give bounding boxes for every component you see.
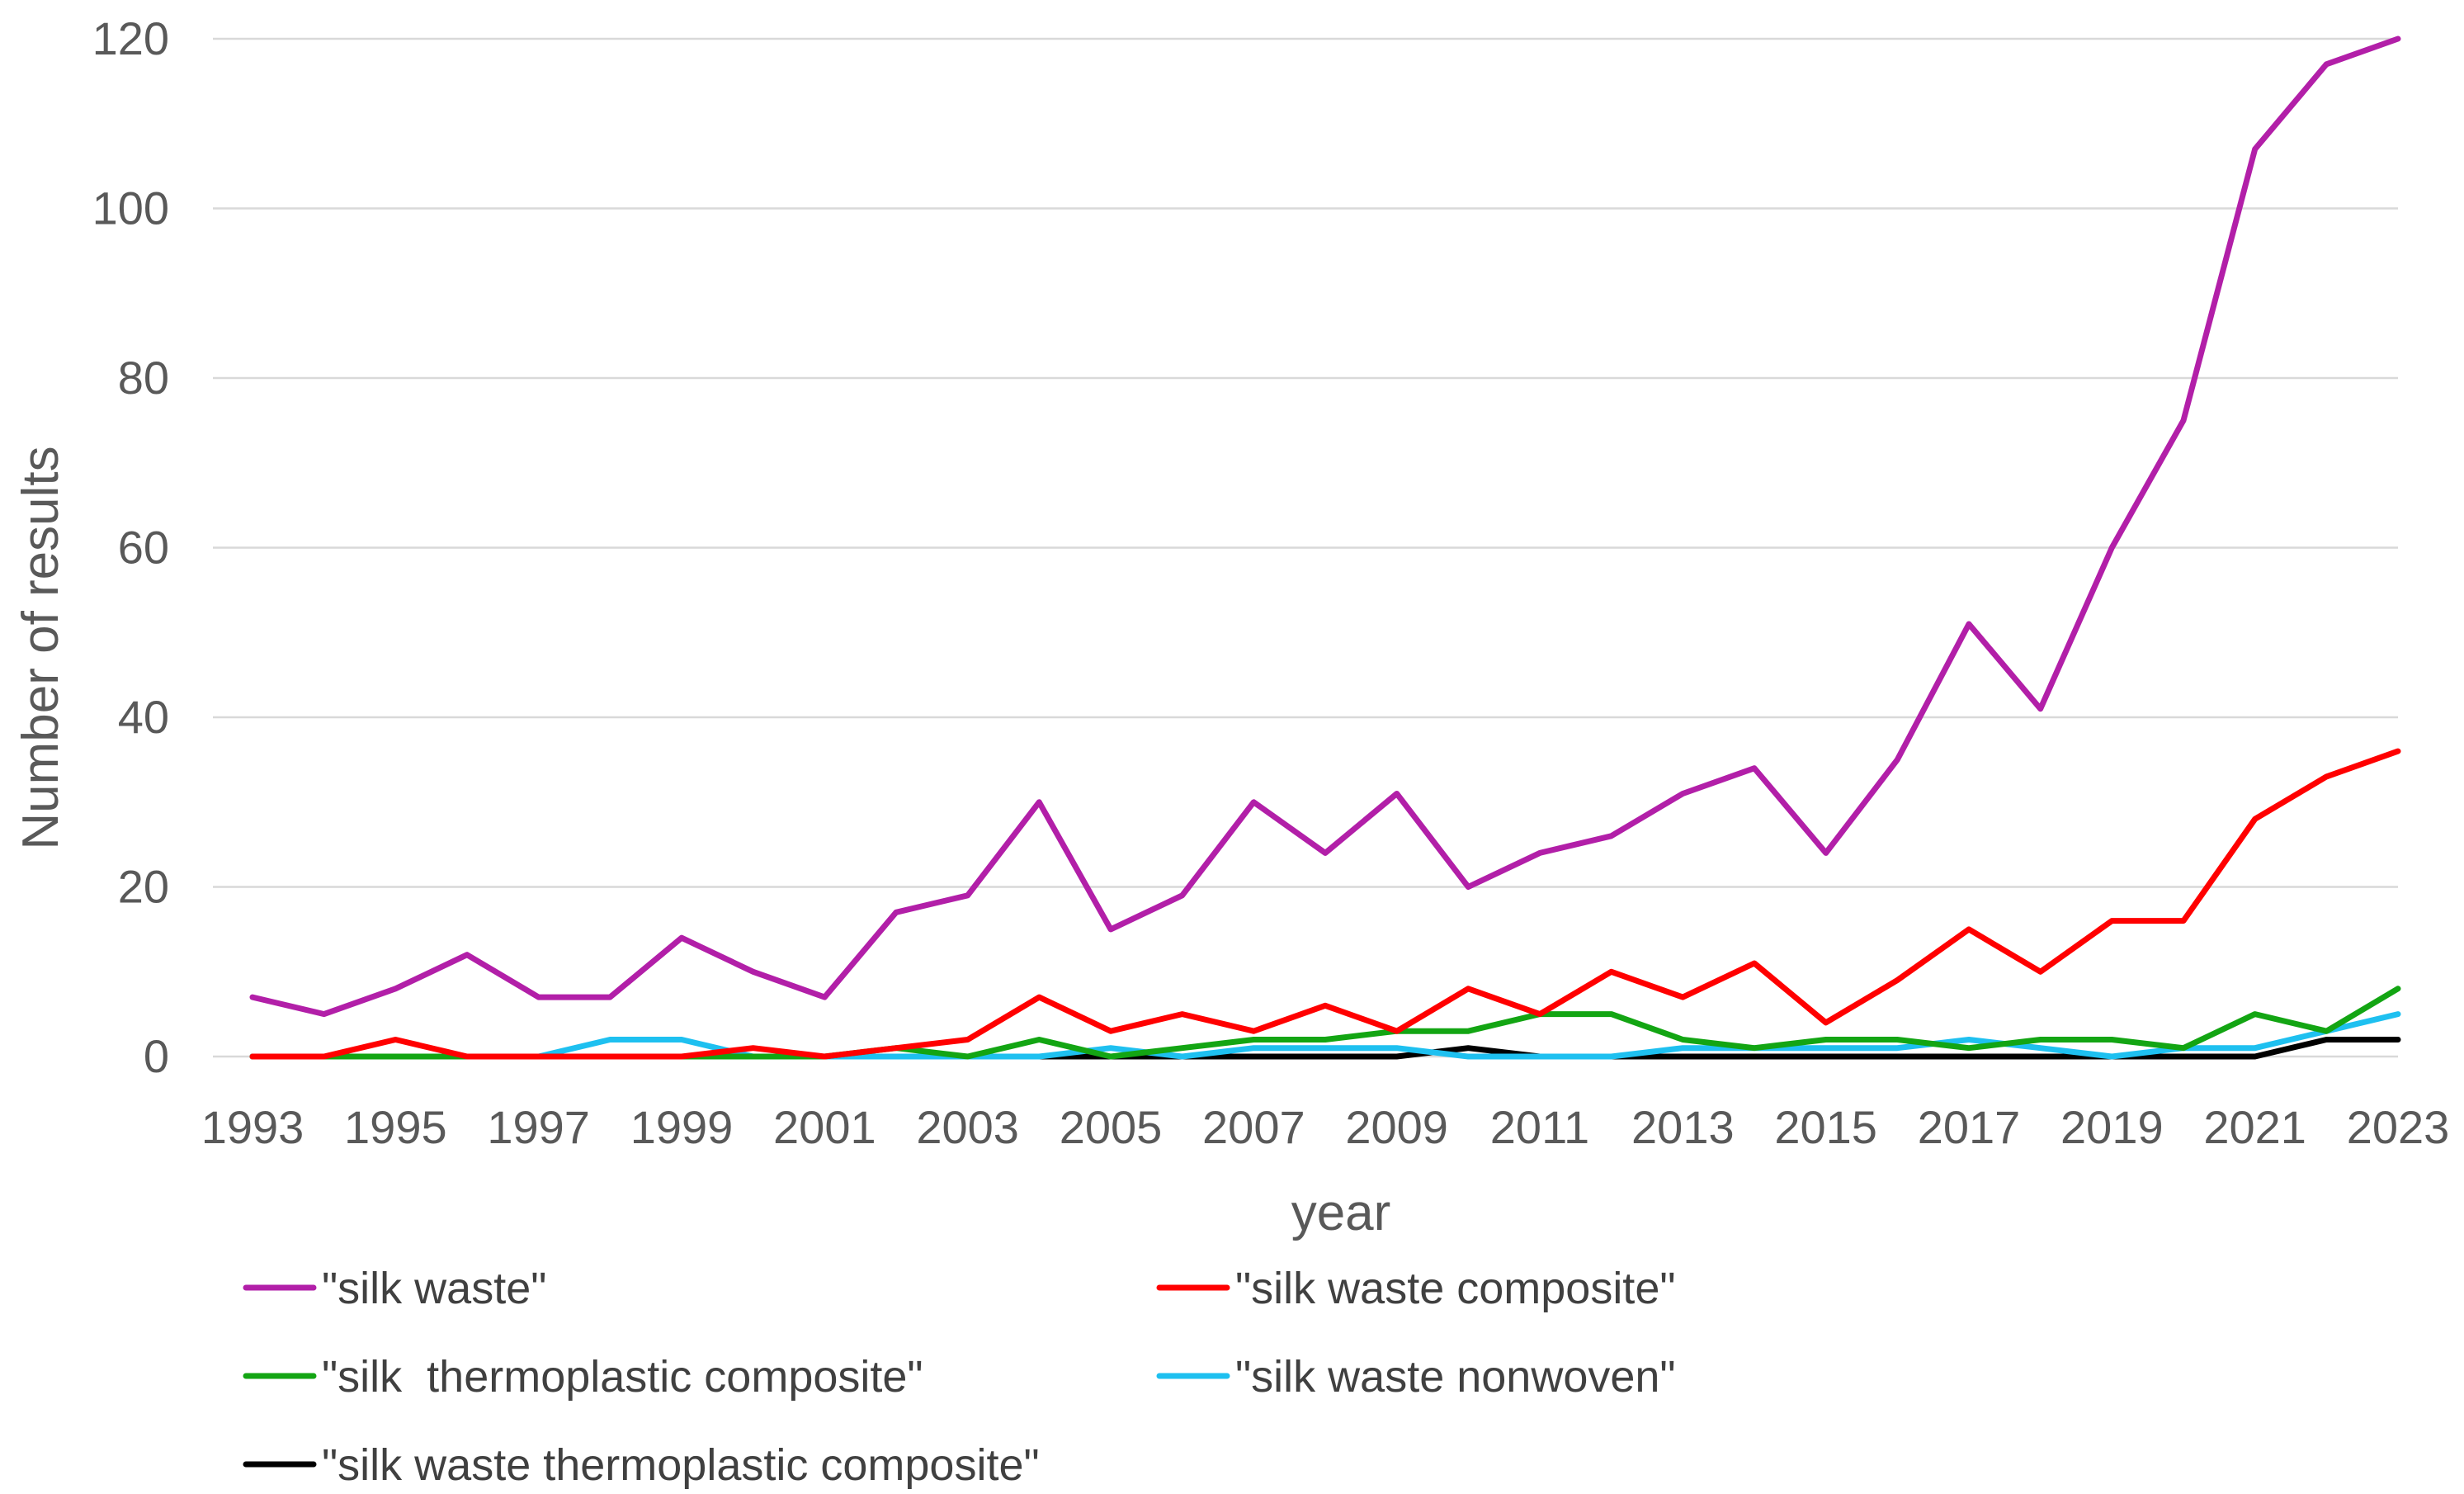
series-lines — [249, 35, 2401, 1060]
legend-item: "silk thermoplastic composite" — [243, 1352, 923, 1402]
legend-item: "silk waste nonwoven" — [1156, 1352, 1676, 1402]
legend-label: "silk thermoplastic composite" — [322, 1352, 923, 1402]
x-axis-title: year — [1291, 1184, 1391, 1241]
gridlines — [213, 37, 2398, 1058]
y-tick-label: 20 — [118, 861, 169, 913]
y-tick-label: 40 — [118, 691, 169, 743]
series-line-1 — [249, 35, 2401, 1018]
x-tick-label: 2017 — [1918, 1101, 2021, 1153]
x-tick-label: 2007 — [1202, 1101, 1305, 1153]
legend: "silk waste" "silk waste composite" "silk … — [243, 1264, 1676, 1490]
y-axis-ticks: 0 20 40 60 80 100 120 — [92, 12, 169, 1082]
x-tick-label: 1993 — [201, 1101, 304, 1153]
y-tick-label: 100 — [92, 182, 169, 234]
legend-item: "silk waste thermoplastic composite" — [243, 1440, 1040, 1490]
x-tick-label: 2003 — [916, 1101, 1019, 1153]
x-tick-label: 2011 — [1490, 1101, 1589, 1153]
y-tick-label: 0 — [144, 1030, 169, 1082]
x-tick-label: 1995 — [344, 1101, 447, 1153]
y-tick-label: 80 — [118, 352, 169, 404]
legend-label: "silk waste thermoplastic composite" — [322, 1440, 1040, 1490]
x-tick-label: 2015 — [1774, 1101, 1877, 1153]
x-tick-label: 1997 — [487, 1101, 590, 1153]
legend-label: "silk waste composite" — [1235, 1264, 1676, 1313]
legend-item: "silk waste" — [243, 1264, 546, 1313]
x-axis-ticks: 1993 1995 1997 1999 2001 2003 2005 2007 2009 2011… — [201, 1101, 2450, 1153]
x-tick-label: 2009 — [1345, 1101, 1448, 1153]
legend-label: "silk waste" — [322, 1264, 546, 1313]
x-tick-label: 2023 — [2347, 1101, 2450, 1153]
series-line-2 — [249, 748, 2401, 1060]
y-tick-label: 120 — [92, 12, 169, 64]
series-line-4 — [249, 1011, 2401, 1060]
y-axis-title: Number of results — [12, 446, 69, 849]
x-tick-label: 2019 — [2060, 1101, 2164, 1153]
x-tick-label: 2013 — [1631, 1101, 1735, 1153]
x-tick-label: 2001 — [773, 1101, 876, 1153]
x-tick-label: 2021 — [2203, 1101, 2306, 1153]
x-tick-label: 2005 — [1060, 1101, 1163, 1153]
legend-item: "silk waste composite" — [1156, 1264, 1676, 1313]
legend-label: "silk waste nonwoven" — [1235, 1352, 1676, 1402]
x-tick-label: 1999 — [630, 1101, 734, 1153]
y-tick-label: 60 — [118, 522, 169, 574]
